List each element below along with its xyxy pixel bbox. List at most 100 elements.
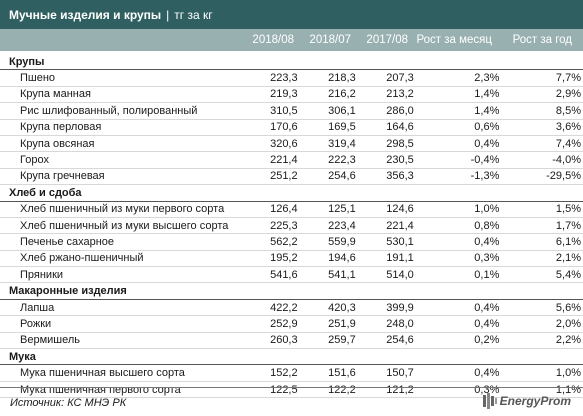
- footer: Источник: КС МНЭ РК EnergyProm: [0, 389, 583, 416]
- price-cell: 124,6: [357, 201, 416, 218]
- yearly-growth-cell: 2,2%: [501, 332, 583, 350]
- price-cell: 306,1: [299, 102, 358, 120]
- price-cell: 221,4: [242, 151, 300, 169]
- table-row: Крупа манная 219,3 216,2 213,2 1,4% 2,9%: [0, 86, 583, 104]
- price-cell: 254,6: [299, 168, 358, 186]
- price-cell: 216,2: [299, 86, 358, 104]
- product-name-cell: Мука пшеничная первого сорта: [0, 381, 243, 399]
- price-cell: 356,3: [357, 168, 416, 186]
- energyprom-logo: EnergyProm: [482, 393, 571, 409]
- price-cell: 530,1: [357, 233, 416, 251]
- product-name-cell: Крупа гречневая: [0, 168, 243, 186]
- price-cell: 223,3: [242, 69, 300, 87]
- monthly-growth-cell: 1,4%: [415, 86, 502, 104]
- price-cell: 230,5: [357, 151, 416, 169]
- yearly-growth-cell: 2,1%: [501, 250, 583, 268]
- table-row: Рис шлифованный, полированный 310,5 306,1 2…: [0, 102, 583, 120]
- product-name-cell: Лапша: [0, 299, 243, 317]
- product-name-cell: Хлеб пшеничный из муки первого сорта: [0, 201, 243, 218]
- title-bar: Мучные изделия и крупы | тг за кг: [0, 0, 583, 29]
- price-cell: 169,5: [299, 119, 358, 136]
- monthly-growth-cell: 0,4%: [415, 135, 502, 153]
- price-cell: 125,1: [299, 201, 358, 218]
- table-row: Крупа гречневая 251,2 254,6 356,3 -1,3% -29,5…: [0, 168, 583, 186]
- table-row: Хлеб ржано-пшеничный 195,2 194,6 191,1 0,3% 2…: [0, 250, 583, 268]
- group-header-row: Хлеб и сдоба: [0, 184, 583, 202]
- yearly-growth-cell: -4,0%: [501, 151, 583, 169]
- yearly-growth-cell: 8,5%: [501, 102, 583, 120]
- table-row: Пшено 223,3 218,3 207,3 2,3% 7,7%: [0, 69, 583, 87]
- price-cell: 320,6: [242, 135, 300, 153]
- column-header: Рост за месяц: [416, 34, 492, 46]
- price-cell: 219,3: [242, 86, 300, 104]
- yearly-growth-cell: 7,7%: [501, 69, 583, 87]
- source-note: Источник: КС МНЭ РК: [10, 397, 127, 409]
- price-cell: 164,6: [357, 119, 416, 136]
- monthly-growth-cell: 0,4%: [415, 299, 502, 317]
- price-cell: 259,7: [299, 332, 358, 350]
- yearly-growth-cell: 1,0%: [501, 364, 583, 382]
- price-cell: 151,6: [299, 364, 358, 382]
- yearly-growth-cell: 5,4%: [501, 266, 583, 284]
- price-cell: 562,2: [242, 233, 300, 251]
- group-name: Макаронные изделия: [0, 282, 583, 300]
- monthly-growth-cell: 2,3%: [415, 69, 502, 87]
- product-name-cell: Рожки: [0, 315, 243, 333]
- group-header-row: Крупы: [0, 54, 583, 71]
- monthly-growth-cell: 1,4%: [415, 102, 502, 120]
- price-cell: 221,4: [357, 217, 416, 235]
- column-header-row: 2018/08 2018/07 2017/08 Рост за месяц Ро…: [0, 29, 583, 51]
- monthly-growth-cell: 0,3%: [415, 250, 502, 268]
- product-name-cell: Пшено: [0, 69, 243, 87]
- price-cell: 252,9: [242, 315, 300, 333]
- monthly-growth-cell: 0,1%: [415, 266, 502, 284]
- yearly-growth-cell: 7,4%: [501, 135, 583, 153]
- table-row: Крупа овсяная 320,6 319,4 298,5 0,4% 7,4%: [0, 135, 583, 153]
- yearly-growth-cell: 1,7%: [501, 217, 583, 235]
- price-cell: 248,0: [357, 315, 416, 333]
- price-cell: 170,6: [242, 119, 300, 136]
- product-name-cell: Хлеб пшеничный из муки высшего сорта: [0, 217, 243, 235]
- product-name-cell: Крупа овсяная: [0, 135, 243, 153]
- table-row: Хлеб пшеничный из муки высшего сорта 225,…: [0, 217, 583, 235]
- price-cell: 207,3: [357, 69, 416, 87]
- price-cell: 420,3: [299, 299, 358, 317]
- table-row: Рожки 252,9 251,9 248,0 0,4% 2,0%: [0, 315, 583, 333]
- yearly-growth-cell: 6,1%: [501, 233, 583, 251]
- column-header: 2018/07: [309, 34, 351, 46]
- price-cell: 251,2: [242, 168, 300, 186]
- price-cell: 559,9: [299, 233, 358, 251]
- group-name: Крупы: [0, 54, 583, 71]
- monthly-growth-cell: -0,4%: [415, 151, 502, 169]
- price-cell: 422,2: [242, 299, 300, 317]
- table-row: Горох 221,4 222,3 230,5 -0,4% -4,0%: [0, 151, 583, 169]
- monthly-growth-cell: 1,0%: [415, 201, 502, 218]
- price-cell: 194,6: [299, 250, 358, 268]
- price-cell: 298,5: [357, 135, 416, 153]
- product-name-cell: Крупа манная: [0, 86, 243, 104]
- yearly-growth-cell: 5,6%: [501, 299, 583, 317]
- product-name-cell: Горох: [0, 151, 243, 169]
- title-separator: |: [166, 7, 170, 22]
- product-name-cell: Пряники: [0, 266, 243, 284]
- monthly-growth-cell: 0,4%: [415, 364, 502, 382]
- product-name-cell: Крупа перловая: [0, 119, 243, 136]
- table-row: Вермишель 260,3 259,7 254,6 0,2% 2,2%: [0, 332, 583, 350]
- table-row: Крупа перловая 170,6 169,5 164,6 0,6% 3,6%: [0, 119, 583, 136]
- energyprom-logo-icon: [482, 393, 497, 409]
- yearly-growth-cell: -29,5%: [501, 168, 583, 186]
- product-name-cell: Хлеб ржано-пшеничный: [0, 250, 243, 268]
- price-cell: 122,2: [299, 381, 358, 399]
- product-name-cell: Печенье сахарное: [0, 233, 243, 251]
- column-header: 2018/08: [252, 34, 294, 46]
- group-header-row: Мука: [0, 348, 583, 366]
- unit-label: тг за кг: [174, 7, 213, 22]
- price-cell: 152,2: [242, 364, 300, 382]
- group-header-row: Макаронные изделия: [0, 282, 583, 300]
- price-cell: 399,9: [357, 299, 416, 317]
- table-row: Хлеб пшеничный из муки первого сорта 126,…: [0, 201, 583, 218]
- price-cell: 122,5: [242, 381, 300, 399]
- logo-text: EnergyProm: [499, 394, 571, 408]
- yearly-growth-cell: 2,9%: [501, 86, 583, 104]
